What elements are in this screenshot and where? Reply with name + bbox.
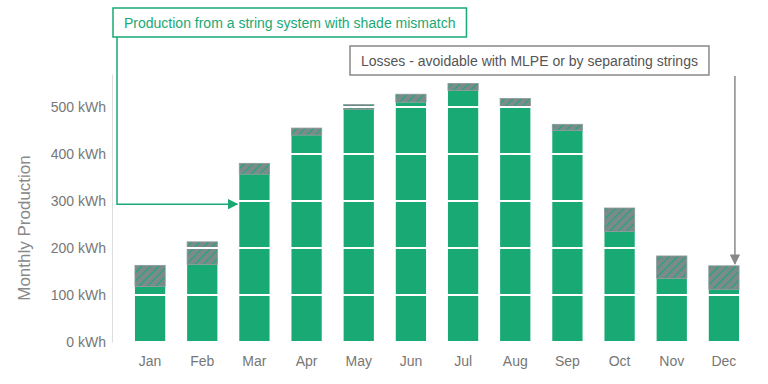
x-tick: Feb [190, 342, 214, 369]
grid [112, 107, 760, 342]
bar [657, 279, 687, 342]
x-tick-label: Apr [296, 353, 318, 369]
bar [448, 90, 478, 342]
series-0 [135, 90, 739, 342]
bar [239, 174, 269, 342]
x-tick: Dec [711, 342, 736, 369]
x-tick: May [346, 342, 372, 369]
bar-segment [448, 83, 478, 90]
y-tick: 0 kWh [66, 334, 112, 350]
x-tick-label: Nov [659, 353, 684, 369]
y-tick-label: 100 kWh [51, 287, 106, 303]
y-tick-label: 400 kWh [51, 146, 106, 162]
y-axis-line [112, 75, 113, 343]
annotation-text: Production from a string system with sha… [124, 15, 455, 31]
y-tick: 100 kWh [51, 287, 112, 303]
bar-segment [396, 94, 426, 102]
bar [709, 289, 739, 342]
annotation-arrow [117, 37, 237, 204]
y-tick: 500 kWh [51, 99, 112, 115]
x-tick-label: Jun [400, 353, 423, 369]
x-tick: Mar [242, 342, 266, 369]
bar-segment [657, 256, 687, 279]
grid-line [112, 200, 760, 202]
grid-line [112, 106, 760, 108]
x-tick-label: Mar [242, 353, 266, 369]
annotation: Production from a string system with sha… [113, 8, 466, 204]
x-tick-label: May [346, 353, 372, 369]
grid-line [112, 247, 760, 249]
bar [344, 109, 374, 342]
x-tick: Nov [659, 342, 684, 369]
bar [500, 107, 530, 342]
y-tick: 400 kWh [51, 146, 112, 162]
x-axis: Jan Feb Mar Apr May Jun Jul Aug Sep Oct Nov Dec [139, 342, 737, 369]
annotation: Losses - avoidable with MLPE or by separ… [350, 46, 735, 264]
bar-segment [187, 242, 217, 265]
grid-line [112, 153, 760, 155]
x-tick: Jul [454, 342, 472, 369]
x-tick-label: Feb [190, 353, 214, 369]
bar-segment [500, 98, 530, 106]
grid-line [112, 294, 760, 296]
x-tick-label: Dec [711, 353, 736, 369]
x-tick: Jan [139, 342, 162, 369]
bar-segment [552, 124, 582, 130]
bar [552, 130, 582, 342]
y-tick-label: 200 kWh [51, 240, 106, 256]
annotation-box [113, 8, 466, 37]
x-tick: Aug [503, 342, 528, 369]
series-1 [135, 83, 739, 289]
x-tick-label: Oct [609, 353, 631, 369]
y-axis: 0 kWh 100 kWh 200 kWh 300 kWh 400 kWh 500 kWh [51, 75, 113, 350]
x-tick: Jun [400, 342, 423, 369]
y-tick-label: 0 kWh [66, 334, 106, 350]
annotation-box [350, 46, 709, 75]
bar-segment [709, 266, 739, 290]
y-tick-label: 500 kWh [51, 99, 106, 115]
y-tick: 300 kWh [51, 193, 112, 209]
plot-area [112, 83, 760, 342]
y-tick: 200 kWh [51, 240, 112, 256]
x-tick-label: Aug [503, 353, 528, 369]
y-axis-title: Monthly Production [15, 155, 34, 301]
x-tick-label: Jul [454, 353, 472, 369]
x-tick: Oct [609, 342, 631, 369]
x-tick: Apr [296, 342, 318, 369]
grid-line [112, 341, 760, 342]
bar-segment [135, 265, 165, 286]
x-tick-label: Sep [555, 353, 580, 369]
bar-segment [291, 128, 321, 135]
x-tick-label: Jan [139, 353, 162, 369]
bar-segment [604, 208, 634, 232]
bar [187, 264, 217, 342]
chart: 0 kWh 100 kWh 200 kWh 300 kWh 400 kWh 500 kWh… [0, 0, 768, 384]
y-tick-label: 300 kWh [51, 193, 106, 209]
bar [396, 102, 426, 342]
annotation-arrow [734, 76, 736, 264]
x-tick: Sep [555, 342, 580, 369]
bar-segment [239, 163, 269, 174]
bar [291, 135, 321, 342]
annotation-text: Losses - avoidable with MLPE or by separ… [361, 53, 698, 69]
